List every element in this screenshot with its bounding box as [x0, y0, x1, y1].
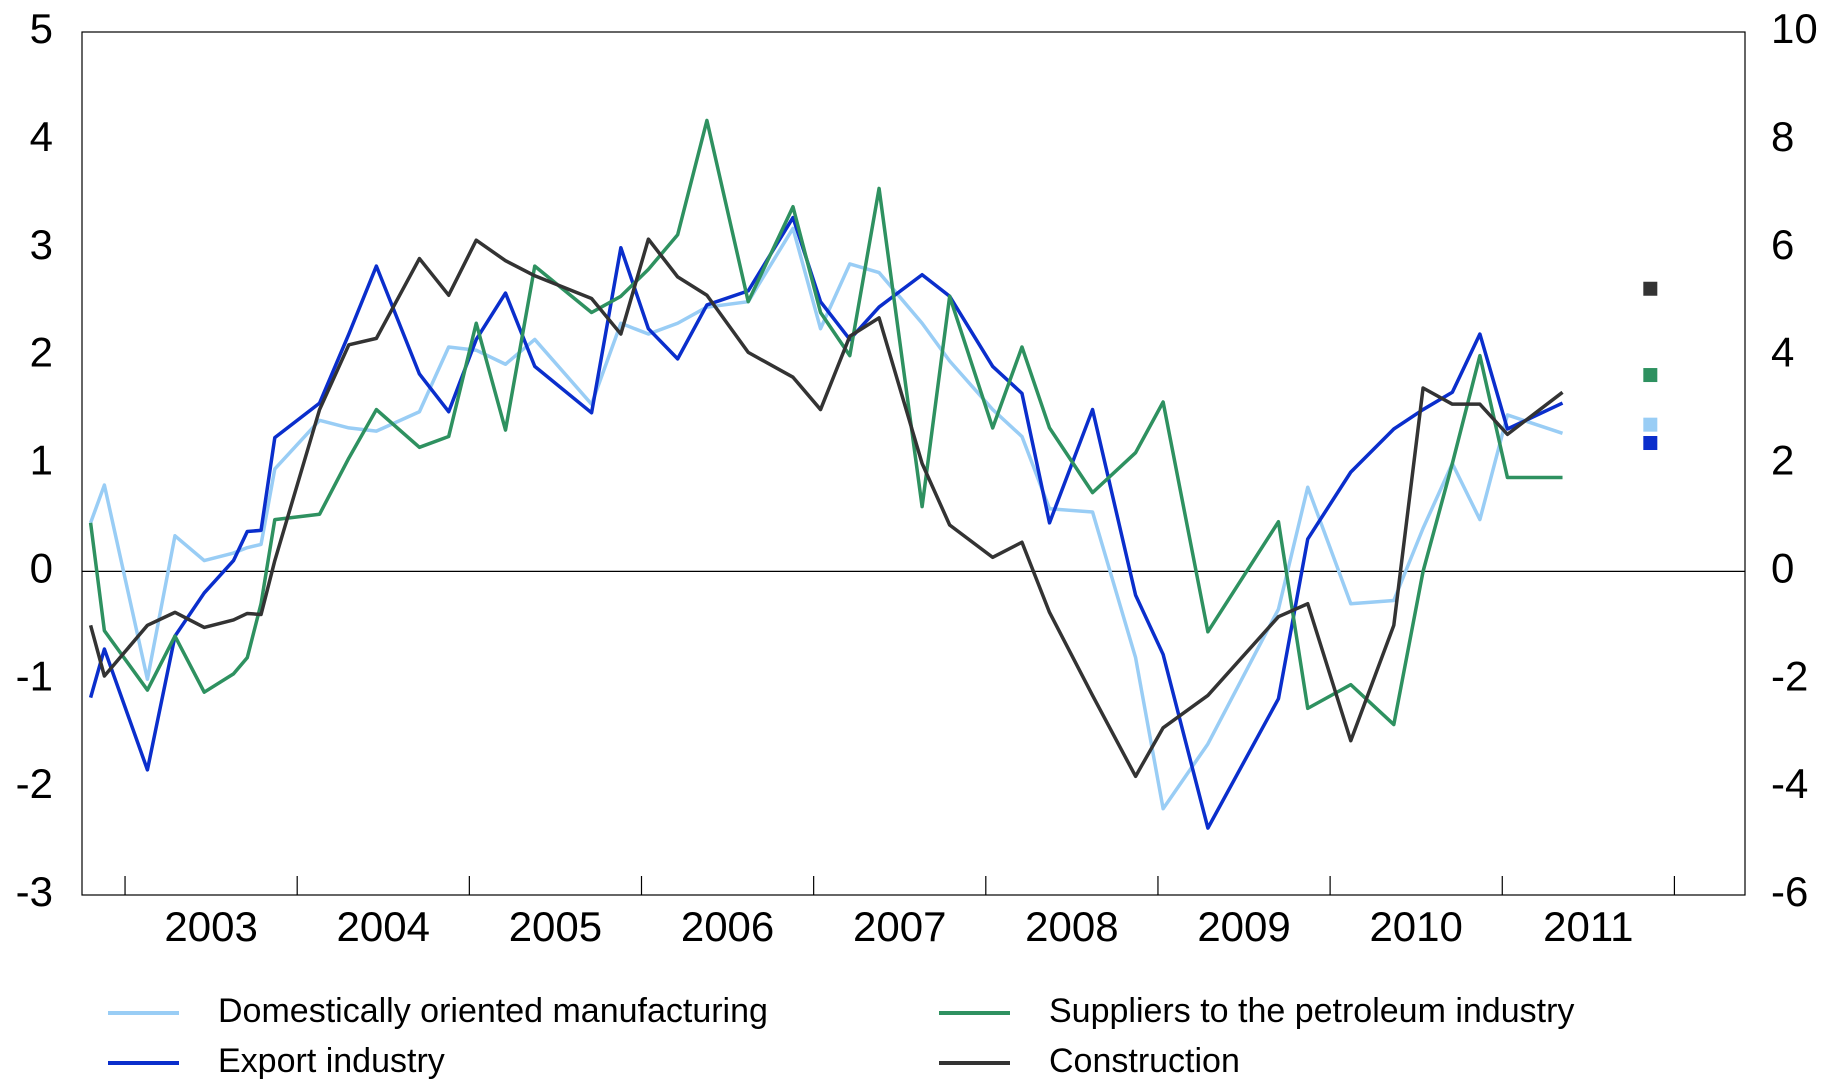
y-tick-label: 4 [30, 113, 53, 160]
x-tick-label: 2003 [164, 903, 257, 950]
y2-tick-label: 0 [1771, 544, 1794, 591]
legend-label: Construction [1049, 1042, 1240, 1080]
forecast-marker [1643, 281, 1658, 296]
series-line [88, 237, 1564, 779]
y-tick-label: -2 [16, 760, 53, 807]
y2-tick-label: -6 [1771, 868, 1808, 915]
y2-tick-label: 10 [1771, 5, 1818, 52]
y2-tick-label: 2 [1771, 437, 1794, 484]
y-tick-label: 5 [30, 5, 53, 52]
y2-tick-label: -4 [1771, 760, 1808, 807]
forecast-marker [1643, 417, 1658, 432]
x-tick-label: 2011 [1543, 903, 1633, 950]
x-tick-label: 2005 [509, 903, 602, 950]
legend-label: Suppliers to the petroleum industry [1049, 992, 1574, 1030]
legend-label: Export industry [218, 1042, 445, 1080]
y2-tick-label: 4 [1771, 329, 1794, 376]
x-tick-label: 2010 [1369, 903, 1462, 950]
plot-frame [81, 31, 1746, 896]
legend-label: Domestically oriented manufacturing [218, 992, 768, 1030]
y2-tick-label: -2 [1771, 652, 1808, 699]
y-tick-label: 3 [30, 221, 53, 268]
y-tick-label: -1 [16, 652, 53, 699]
series-line [88, 226, 1564, 811]
y2-tick-label: 6 [1771, 221, 1794, 268]
y-tick-label: 2 [30, 329, 53, 376]
forecast-marker [1643, 436, 1658, 451]
x-tick-label: 2004 [337, 903, 430, 950]
series-line [88, 118, 1563, 727]
y-tick-label: -3 [16, 868, 53, 915]
y-tick-label: 1 [30, 437, 53, 484]
y2-tick-label: 8 [1771, 113, 1794, 160]
x-tick-label: 2007 [853, 903, 946, 950]
y-tick-label: 0 [30, 544, 53, 591]
x-tick-label: 2006 [681, 903, 774, 950]
x-tick-label: 2009 [1197, 903, 1290, 950]
series-line [88, 215, 1564, 830]
forecast-marker [1643, 368, 1658, 383]
x-tick-label: 2008 [1025, 903, 1118, 950]
